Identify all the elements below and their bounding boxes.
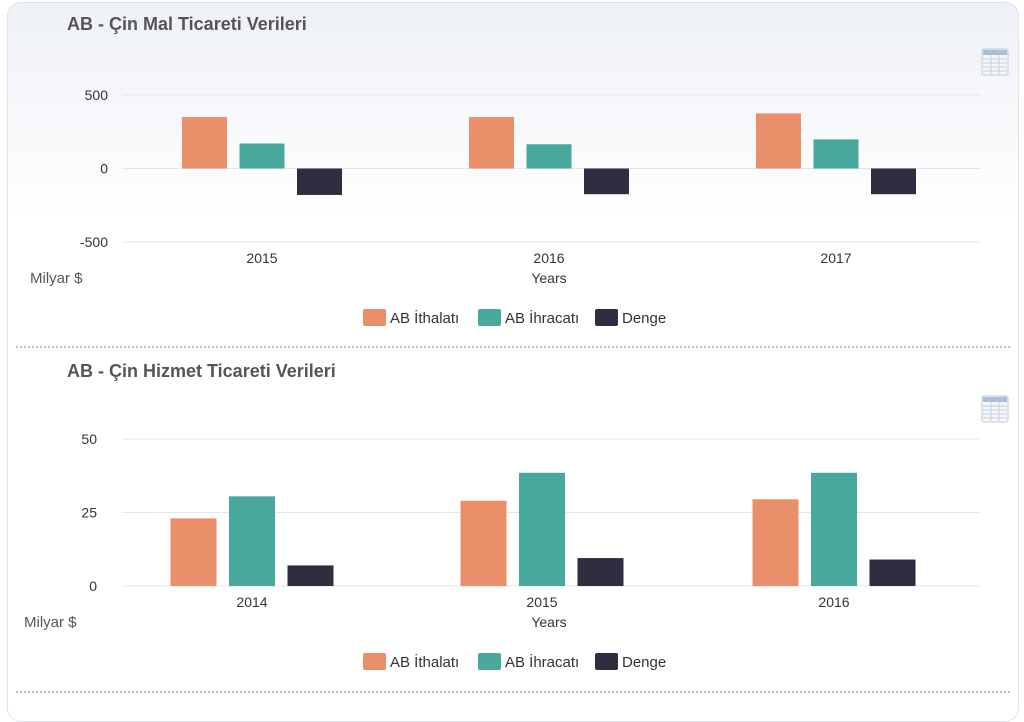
legend-label: Denge (622, 310, 666, 327)
table-icon[interactable] (981, 48, 1009, 76)
goods-trade-bar-chart: 500 0 -500 2015 2016 2017 Years Milyar $ AB İtha… (30, 87, 980, 327)
x-axis-title: Years (531, 270, 566, 286)
bar (756, 113, 801, 169)
bar (460, 500, 507, 586)
bar (871, 168, 916, 195)
x-tick-label: 2017 (820, 250, 851, 266)
y-tick-label: 25 (81, 505, 97, 521)
bar (297, 168, 342, 195)
table-icon[interactable] (981, 395, 1009, 423)
y-tick-label: -500 (80, 234, 108, 250)
legend-swatch (478, 653, 501, 670)
bar (229, 496, 275, 586)
legend-label: AB İthalatı (390, 653, 459, 671)
bar (170, 518, 217, 586)
y-tick-label: 50 (81, 431, 97, 447)
divider (16, 691, 1010, 693)
legend-label: AB İhracatı (505, 309, 579, 327)
x-axis-title: Years (531, 614, 566, 630)
x-tick-label: 2015 (526, 594, 557, 610)
chart-title: AB - Çin Mal Ticareti Verileri (67, 14, 307, 34)
goods-trade-chart-panel: AB - Çin Mal Ticareti Verileri 500 0 -500 2… (0, 0, 1024, 346)
bar (584, 168, 629, 195)
legend-swatch (478, 309, 501, 326)
x-tick-label: 2016 (533, 250, 564, 266)
y-tick-label: 0 (89, 578, 97, 594)
legend-label: AB İthalatı (390, 309, 459, 327)
bar (182, 117, 227, 169)
chart-title: AB - Çin Hizmet Ticareti Verileri (67, 361, 336, 381)
legend-label: AB İhracatı (505, 653, 579, 671)
legend-swatch (363, 309, 386, 326)
bar (869, 559, 916, 586)
unit-label: Milyar $ (24, 614, 77, 631)
legend-swatch (595, 309, 618, 326)
bar (526, 144, 572, 169)
y-tick-label: 500 (85, 87, 109, 103)
bar (813, 139, 859, 169)
bar (239, 143, 285, 169)
x-tick-label: 2016 (818, 594, 849, 610)
bar (469, 117, 514, 169)
services-trade-chart-panel: AB - Çin Hizmet Ticareti Verileri 50 25 0 2… (0, 347, 1024, 693)
legend-label: Denge (622, 654, 666, 671)
bar (519, 472, 565, 586)
x-tick-label: 2015 (246, 250, 277, 266)
bar (752, 499, 799, 586)
divider (16, 346, 1010, 348)
bar (577, 558, 624, 586)
services-trade-bar-chart: 50 25 0 2014 2015 2016 Years Milyar $ AB İthalat… (24, 431, 980, 671)
x-tick-label: 2014 (236, 594, 267, 610)
unit-label: Milyar $ (30, 270, 83, 287)
bar (287, 565, 334, 586)
y-tick-label: 0 (100, 161, 108, 177)
bar (811, 472, 857, 586)
legend-swatch (595, 653, 618, 670)
legend-swatch (363, 653, 386, 670)
